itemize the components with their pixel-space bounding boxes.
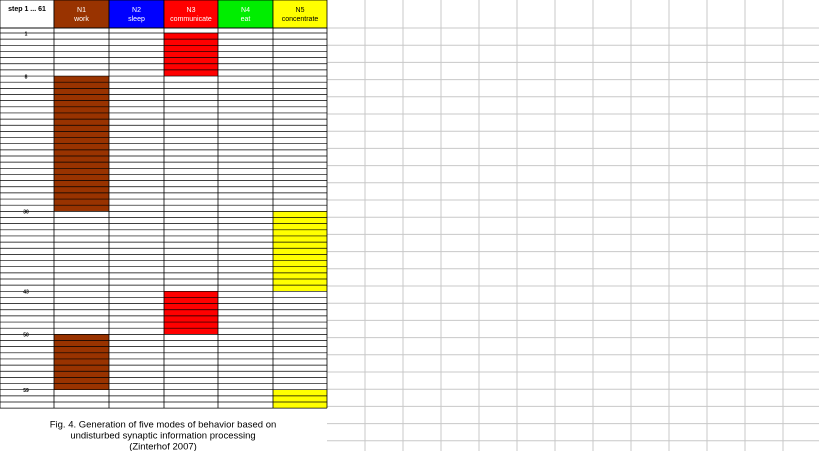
header-code: N4 xyxy=(241,7,250,14)
caption-line: (Zinterhof 2007) xyxy=(129,442,197,451)
header-label: eat xyxy=(241,16,251,23)
caption-line: Fig. 4. Generation of five modes of beha… xyxy=(50,420,277,431)
behavior-block xyxy=(273,211,327,292)
header-cell xyxy=(272,0,328,29)
caption-line: undisturbed synaptic information process… xyxy=(70,431,255,442)
header-title: step 1 ... 61 xyxy=(8,6,46,13)
header-label: work xyxy=(73,16,89,23)
step-marker: 50 xyxy=(23,333,29,339)
step-marker: 1 xyxy=(25,31,28,37)
header-label: communicate xyxy=(170,16,212,23)
step-marker: 8 xyxy=(25,74,28,80)
header-cell xyxy=(0,0,55,29)
step-marker: 30 xyxy=(23,210,29,216)
header-label: concentrate xyxy=(282,16,319,23)
behavior-block xyxy=(164,33,218,77)
step-marker: 43 xyxy=(23,290,29,296)
header-code: N3 xyxy=(187,7,196,14)
behavior-block xyxy=(54,334,109,390)
behavior-block xyxy=(164,291,218,335)
header-cell xyxy=(108,0,165,29)
step-marker: 59 xyxy=(23,388,29,394)
header-cell xyxy=(53,0,110,29)
header-cell xyxy=(217,0,274,29)
header-label: sleep xyxy=(128,16,145,23)
header-code: N2 xyxy=(132,7,141,14)
header-code: N1 xyxy=(77,7,86,14)
header-cell xyxy=(163,0,219,29)
behavior-block xyxy=(273,389,327,409)
header-code: N5 xyxy=(296,7,305,14)
